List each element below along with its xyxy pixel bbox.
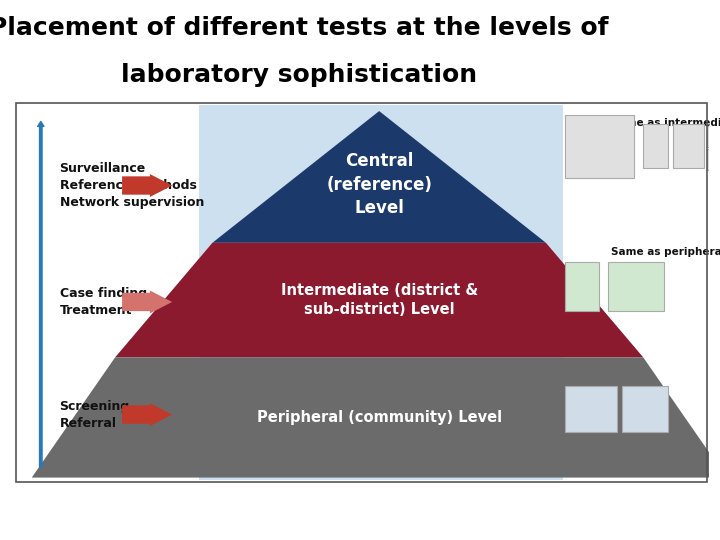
FancyBboxPatch shape	[564, 262, 600, 312]
FancyBboxPatch shape	[643, 124, 667, 168]
Text: Placement of different tests at the levels of: Placement of different tests at the leve…	[0, 16, 608, 39]
FancyArrow shape	[122, 403, 172, 426]
Text: Screening
Referral: Screening Referral	[60, 400, 130, 430]
FancyArrow shape	[122, 291, 172, 313]
Text: Surveillance
Reference methods
Network supervision: Surveillance Reference methods Network s…	[60, 162, 204, 209]
FancyArrow shape	[122, 174, 172, 197]
FancyBboxPatch shape	[622, 386, 667, 432]
FancyBboxPatch shape	[564, 115, 634, 178]
FancyBboxPatch shape	[564, 386, 617, 432]
FancyBboxPatch shape	[707, 126, 720, 147]
FancyBboxPatch shape	[608, 262, 664, 312]
Text: Intermediate (district &
sub-district) Level: Intermediate (district & sub-district) L…	[281, 282, 478, 318]
FancyBboxPatch shape	[673, 124, 704, 168]
FancyBboxPatch shape	[199, 105, 563, 480]
Text: Case finding
Treatment: Case finding Treatment	[60, 287, 147, 317]
Polygon shape	[115, 243, 643, 357]
FancyBboxPatch shape	[707, 149, 720, 170]
Polygon shape	[212, 111, 546, 243]
Text: Same as intermediate level plus: Same as intermediate level plus	[611, 118, 720, 127]
Text: laboratory sophistication: laboratory sophistication	[121, 63, 477, 87]
Text: Central
(reference)
Level: Central (reference) Level	[326, 152, 432, 217]
Polygon shape	[32, 357, 720, 477]
Text: Peripheral (community) Level: Peripheral (community) Level	[256, 410, 502, 425]
Text: Same as peripheral level plus: Same as peripheral level plus	[611, 247, 720, 258]
Text: 3: 3	[297, 500, 307, 518]
